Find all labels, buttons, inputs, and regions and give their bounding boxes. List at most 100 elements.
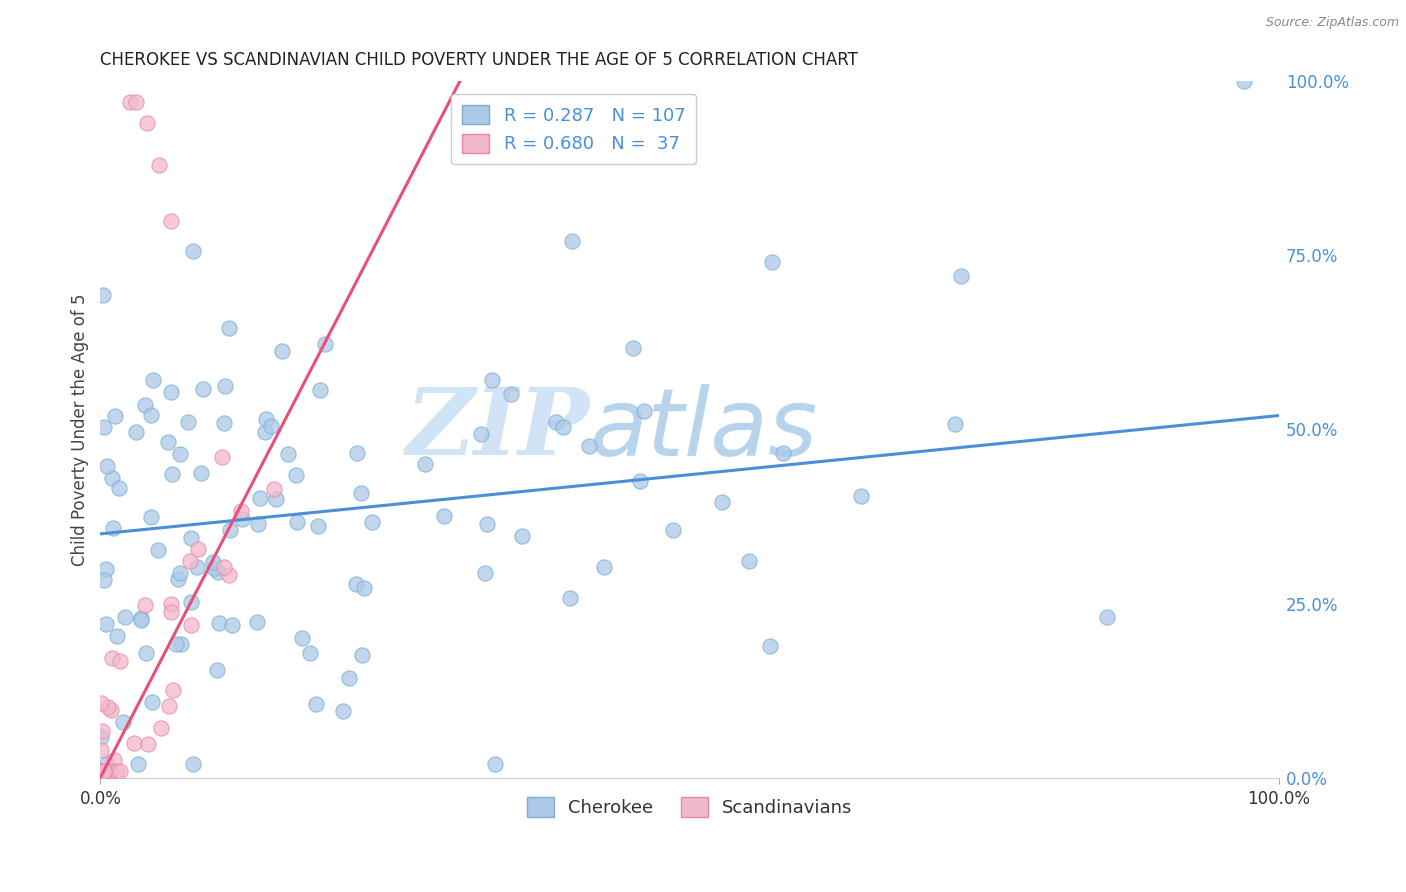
Point <box>470 427 492 442</box>
Point <box>160 213 183 227</box>
Point <box>93 764 115 778</box>
Point <box>108 764 131 778</box>
Legend: Cherokee, Scandinavians: Cherokee, Scandinavians <box>520 790 859 824</box>
Point <box>285 467 308 482</box>
Point <box>264 491 287 506</box>
Point <box>125 95 148 110</box>
Point <box>180 531 202 545</box>
Point <box>481 373 503 387</box>
Point <box>139 509 162 524</box>
Point <box>96 459 118 474</box>
Point <box>761 255 783 269</box>
Point <box>100 703 122 717</box>
Point <box>214 416 236 430</box>
Point <box>344 576 367 591</box>
Point <box>134 598 156 612</box>
Point <box>165 637 187 651</box>
Point <box>560 591 582 605</box>
Point <box>114 610 136 624</box>
Y-axis label: Child Poverty Under the Age of 5: Child Poverty Under the Age of 5 <box>72 293 89 566</box>
Point <box>183 756 205 771</box>
Point <box>169 447 191 461</box>
Point <box>141 695 163 709</box>
Point <box>94 617 117 632</box>
Point <box>136 116 159 130</box>
Point <box>305 697 328 711</box>
Point <box>350 486 373 500</box>
Point <box>772 446 794 460</box>
Point <box>127 756 149 771</box>
Text: atlas: atlas <box>589 384 818 475</box>
Point <box>253 425 276 439</box>
Point <box>277 447 299 461</box>
Point <box>149 722 172 736</box>
Point <box>475 516 498 531</box>
Point <box>96 756 118 771</box>
Point <box>111 714 134 729</box>
Point <box>90 764 112 778</box>
Point <box>98 764 121 778</box>
Point <box>214 379 236 393</box>
Point <box>474 566 496 581</box>
Point <box>484 756 506 771</box>
Point <box>181 244 204 259</box>
Point <box>134 398 156 412</box>
Point <box>208 615 231 630</box>
Point <box>187 542 209 557</box>
Point <box>259 419 281 434</box>
Point <box>219 523 242 537</box>
Point <box>170 637 193 651</box>
Point <box>118 95 141 110</box>
Point <box>314 336 336 351</box>
Point <box>711 494 734 508</box>
Point <box>229 503 252 517</box>
Point <box>94 764 117 778</box>
Point <box>633 404 655 418</box>
Point <box>160 467 183 481</box>
Point <box>124 736 146 750</box>
Point <box>129 611 152 625</box>
Point <box>945 417 967 431</box>
Point <box>136 737 159 751</box>
Point <box>221 618 243 632</box>
Point <box>129 613 152 627</box>
Point <box>108 654 131 668</box>
Point <box>94 562 117 576</box>
Point <box>157 434 180 449</box>
Point <box>142 373 165 387</box>
Text: Source: ZipAtlas.com: Source: ZipAtlas.com <box>1265 16 1399 29</box>
Point <box>207 663 229 677</box>
Point <box>544 416 567 430</box>
Point <box>160 384 183 399</box>
Point <box>90 696 112 710</box>
Point <box>125 425 148 439</box>
Point <box>593 559 616 574</box>
Point <box>101 651 124 665</box>
Point <box>510 529 533 543</box>
Point <box>849 489 872 503</box>
Point <box>738 554 761 568</box>
Point <box>299 646 322 660</box>
Point <box>204 561 226 575</box>
Point <box>169 566 191 581</box>
Point <box>254 412 277 426</box>
Text: CHEROKEE VS SCANDINAVIAN CHILD POVERTY UNDER THE AGE OF 5 CORRELATION CHART: CHEROKEE VS SCANDINAVIAN CHILD POVERTY U… <box>100 51 858 69</box>
Point <box>361 516 384 530</box>
Text: ZIP: ZIP <box>405 384 589 475</box>
Point <box>285 515 308 529</box>
Point <box>101 471 124 485</box>
Point <box>218 320 240 334</box>
Point <box>246 615 269 630</box>
Point <box>662 523 685 537</box>
Point <box>90 723 112 738</box>
Point <box>193 382 215 396</box>
Point <box>231 512 253 526</box>
Point <box>350 648 373 663</box>
Point <box>186 560 208 574</box>
Point <box>561 235 583 249</box>
Point <box>157 698 180 713</box>
Point <box>179 554 201 568</box>
Point <box>104 409 127 424</box>
Point <box>578 439 600 453</box>
Point <box>177 415 200 429</box>
